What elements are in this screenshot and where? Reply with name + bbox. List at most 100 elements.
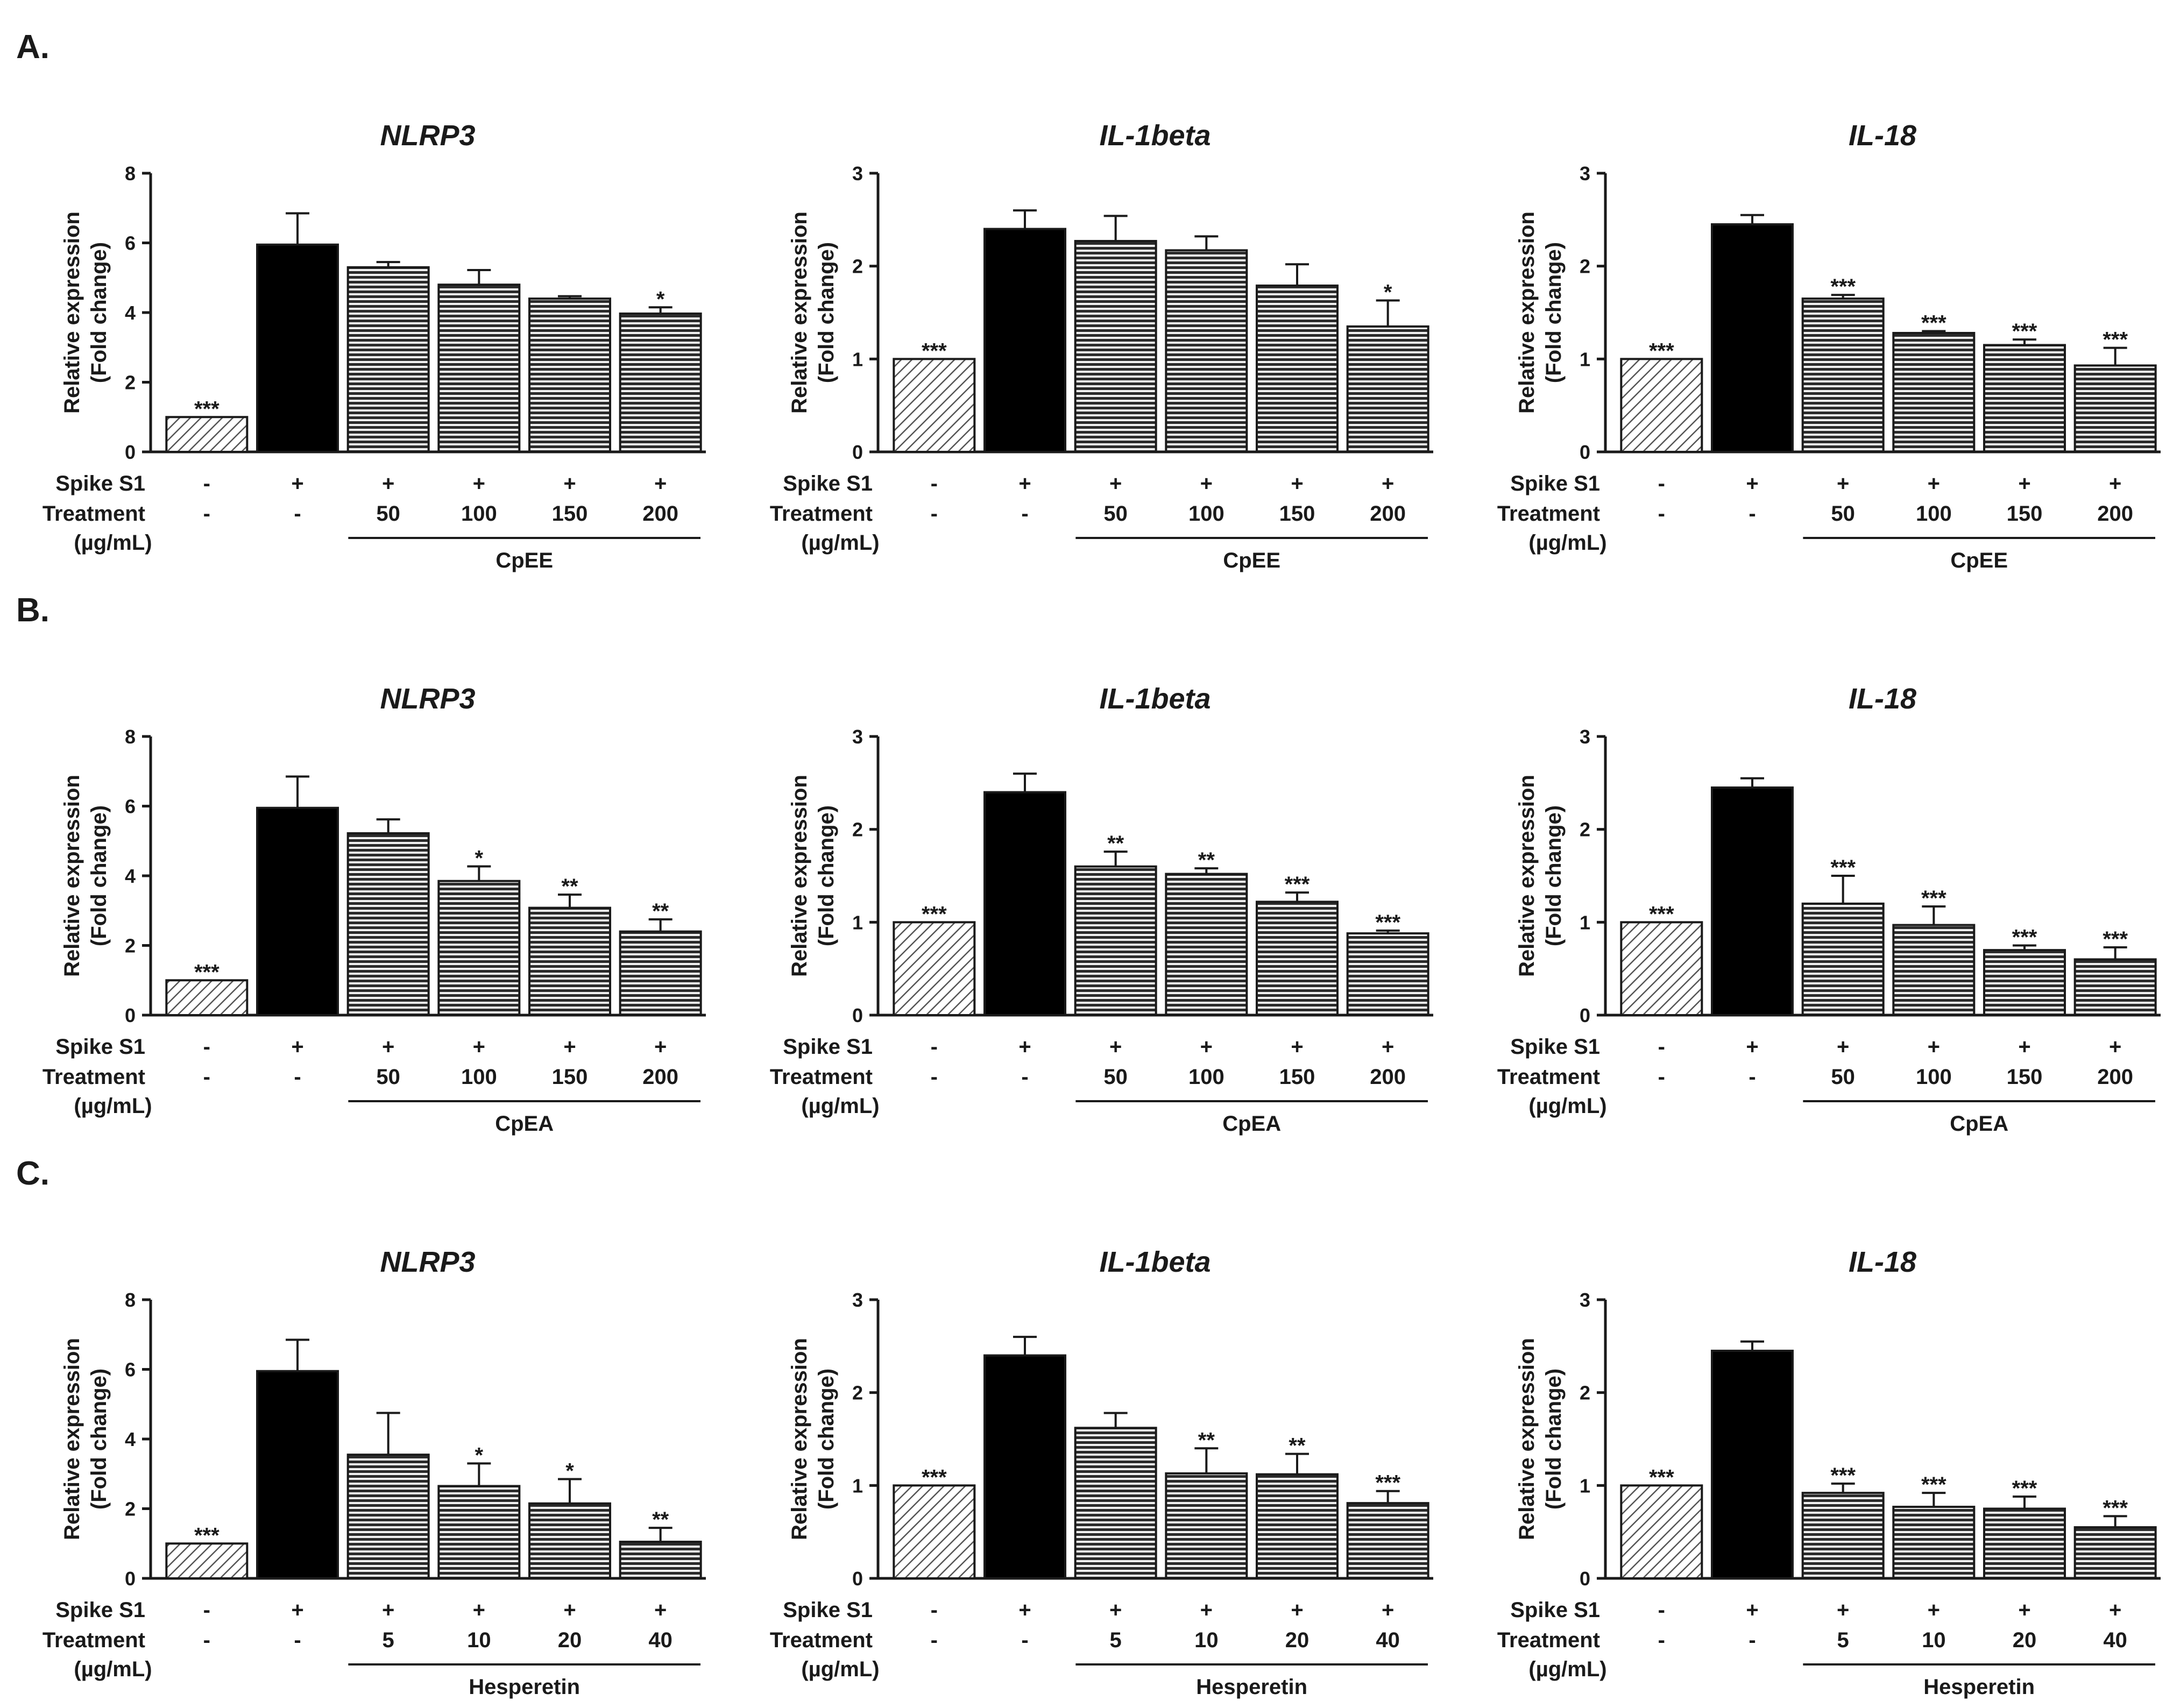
bar-4 xyxy=(437,284,521,453)
spike-cell-4: + xyxy=(1200,1035,1213,1059)
y-tick-label: 2 xyxy=(852,1382,863,1404)
spike-cell-5: + xyxy=(563,472,576,495)
y-tick-label: 0 xyxy=(852,1004,863,1026)
treatment-cell-3: 50 xyxy=(376,502,400,526)
spike-cell-6: + xyxy=(1382,1598,1394,1622)
treatment-cell-2: - xyxy=(294,502,301,526)
y-axis-label-line1: Relative expression xyxy=(788,211,811,414)
spike-cell-2: + xyxy=(1746,472,1758,495)
y-tick-label: 2 xyxy=(125,1498,136,1520)
bar-2 xyxy=(1711,1349,1794,1579)
bar-1 xyxy=(1620,1484,1703,1579)
treatment-cell-3: 50 xyxy=(376,1065,400,1089)
group-label: Hesperetin xyxy=(1196,1675,1307,1699)
significance-mark-1: *** xyxy=(922,902,947,926)
y-tick-label: 4 xyxy=(125,1428,136,1450)
y-tick-label: 1 xyxy=(852,911,863,933)
chart-title: IL-18 xyxy=(1849,1246,1916,1278)
y-tick-label: 3 xyxy=(852,162,863,185)
treatment-cell-6: 40 xyxy=(1376,1628,1400,1652)
chart-il-18: IL-18 Relative expression (Fold change) 0 1 2… xyxy=(1497,119,2161,572)
spike-cell-4: + xyxy=(1928,472,1940,495)
significance-mark-1: *** xyxy=(194,397,220,421)
group-label: Hesperetin xyxy=(469,1675,580,1699)
y-tick-label: 6 xyxy=(125,796,136,818)
significance-mark-1: *** xyxy=(194,1523,220,1547)
treatment-cell-5: 150 xyxy=(552,1065,588,1089)
spike-cell-4: + xyxy=(473,1035,485,1059)
y-axis-label-line2: (Fold change) xyxy=(1542,805,1566,946)
row-label-unit: (µg/mL) xyxy=(74,531,152,555)
bar-6 xyxy=(2073,364,2157,453)
y-tick-label: 3 xyxy=(1580,726,1590,748)
significance-mark-6: ** xyxy=(652,899,669,923)
treatment-cell-1: - xyxy=(1658,502,1665,526)
treatment-cell-2: - xyxy=(1021,502,1028,526)
spike-cell-3: + xyxy=(1837,1035,1849,1059)
bar-6 xyxy=(619,1541,702,1580)
y-axis-label-line2: (Fold change) xyxy=(1542,1369,1566,1509)
spike-cell-5: + xyxy=(2018,472,2030,495)
row-label-spike: Spike S1 xyxy=(783,472,873,495)
group-label: CpEA xyxy=(1950,1112,2008,1136)
bar-6 xyxy=(1346,932,1429,1017)
significance-mark-5: *** xyxy=(2012,320,2037,343)
significance-mark-1: *** xyxy=(922,339,947,363)
significance-mark-4: *** xyxy=(1921,1473,1946,1497)
bar-5 xyxy=(1983,949,2066,1017)
row-label-treatment: Treatment xyxy=(1497,1065,1600,1089)
y-tick-label: 2 xyxy=(852,819,863,841)
y-axis-label-line1: Relative expression xyxy=(788,775,811,977)
bar-2 xyxy=(1711,223,1794,453)
y-tick-label: 2 xyxy=(852,256,863,278)
chart-title: NLRP3 xyxy=(380,119,475,152)
spike-cell-6: + xyxy=(654,1598,667,1622)
treatment-cell-6: 200 xyxy=(2097,1065,2133,1089)
significance-mark-4: * xyxy=(475,847,484,870)
significance-mark-6: * xyxy=(656,287,665,311)
treatment-cell-5: 20 xyxy=(558,1628,582,1652)
chart-il-18: IL-18 Relative expression (Fold change) 0 1 2… xyxy=(1497,683,2161,1136)
y-axis-label: Relative expression (Fold change) xyxy=(1515,211,1566,414)
treatment-cell-1: - xyxy=(203,1065,210,1089)
panel-label: A. xyxy=(16,29,49,66)
treatment-cell-4: 100 xyxy=(461,502,497,526)
treatment-cell-5: 20 xyxy=(1285,1628,1309,1652)
significance-mark-4: ** xyxy=(1198,1428,1215,1452)
y-axis-label-line2: (Fold change) xyxy=(1542,242,1566,383)
spike-cell-3: + xyxy=(1837,1598,1849,1622)
bar-1 xyxy=(165,416,249,453)
spike-cell-5: + xyxy=(563,1598,576,1622)
treatment-cell-1: - xyxy=(1658,1628,1665,1652)
bar-5 xyxy=(528,906,611,1016)
chart-title: IL-1beta xyxy=(1099,119,1211,152)
bar-5 xyxy=(1256,901,1339,1017)
y-axis-label-line2: (Fold change) xyxy=(87,1369,111,1509)
treatment-cell-2: - xyxy=(1021,1628,1028,1652)
bar-2 xyxy=(983,1354,1066,1579)
spike-cell-1: - xyxy=(1658,472,1665,495)
spike-cell-1: - xyxy=(931,1598,938,1622)
y-tick-label: 4 xyxy=(125,865,136,887)
significance-mark-3: *** xyxy=(1830,275,1856,299)
row-label-unit: (µg/mL) xyxy=(74,1094,152,1118)
y-tick-label: 0 xyxy=(852,441,863,463)
spike-cell-3: + xyxy=(382,472,394,495)
bar-2 xyxy=(256,1370,339,1579)
spike-cell-1: - xyxy=(931,1035,938,1059)
row-label-unit: (µg/mL) xyxy=(1528,531,1606,555)
y-tick-label: 3 xyxy=(852,1289,863,1311)
bar-5 xyxy=(1256,284,1339,453)
treatment-cell-5: 150 xyxy=(1279,502,1315,526)
chart-title: NLRP3 xyxy=(380,683,475,715)
bar-2 xyxy=(256,806,339,1016)
y-axis-label: Relative expression (Fold change) xyxy=(60,211,111,414)
bar-4 xyxy=(1165,249,1248,453)
spike-cell-6: + xyxy=(2109,472,2121,495)
y-tick-label: 0 xyxy=(852,1568,863,1590)
treatment-cell-1: - xyxy=(931,1628,938,1652)
bar-4 xyxy=(1892,331,1976,453)
